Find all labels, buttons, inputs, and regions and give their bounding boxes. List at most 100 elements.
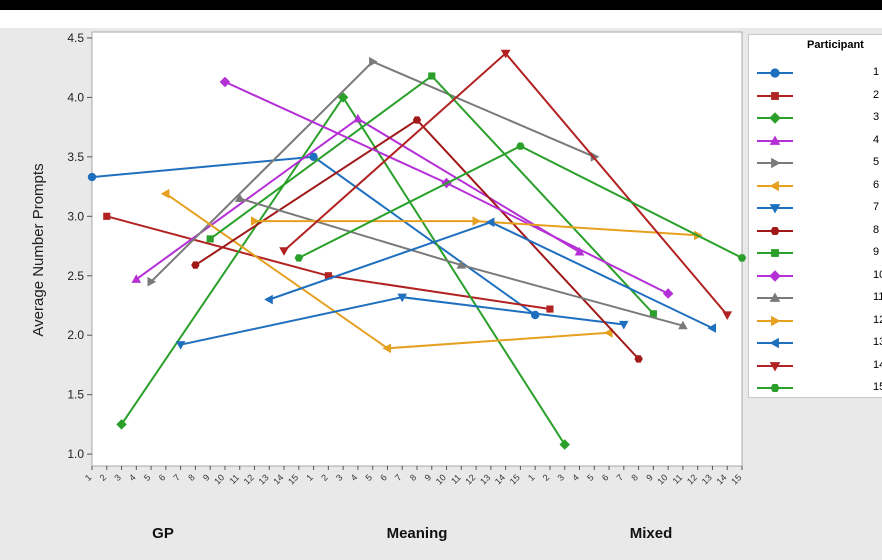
legend-label: 6 bbox=[873, 178, 880, 191]
legend-label: 3 bbox=[873, 111, 880, 123]
data-point-marker bbox=[770, 384, 780, 392]
x-tick-label: 13 bbox=[478, 472, 492, 486]
x-tick-label: 10 bbox=[434, 472, 448, 486]
series-3 bbox=[116, 92, 570, 450]
legend-label: 14 bbox=[873, 358, 882, 371]
series-layer bbox=[87, 49, 747, 450]
legend-label: 5 bbox=[873, 156, 880, 168]
data-point-marker bbox=[485, 217, 495, 228]
x-tick-label: 7 bbox=[393, 472, 404, 483]
x-tick-label: 2 bbox=[541, 472, 552, 483]
x-tick-label: 5 bbox=[363, 472, 374, 483]
data-point-marker bbox=[769, 112, 781, 124]
group-label-meaning: Meaning bbox=[387, 525, 448, 542]
data-point-marker bbox=[604, 328, 613, 338]
data-point-marker bbox=[769, 292, 781, 302]
data-point-marker bbox=[619, 320, 629, 330]
data-point-marker bbox=[500, 49, 511, 59]
y-axis-title: Average Number Prompts bbox=[30, 163, 47, 336]
data-point-marker bbox=[175, 341, 186, 350]
data-point-marker bbox=[309, 152, 318, 162]
series-13 bbox=[264, 217, 716, 333]
data-point-marker bbox=[574, 246, 585, 256]
x-tick-label: 2 bbox=[98, 472, 109, 483]
x-tick-label: 12 bbox=[242, 472, 256, 486]
legend-symbol bbox=[757, 269, 793, 282]
data-point-marker bbox=[191, 261, 200, 269]
data-point-marker bbox=[722, 311, 733, 320]
data-point-marker bbox=[412, 116, 422, 124]
legend-symbol bbox=[757, 226, 793, 235]
x-tick-label: 12 bbox=[685, 472, 699, 486]
x-tick-label: 8 bbox=[186, 472, 197, 483]
x-tick-label: 6 bbox=[157, 472, 168, 483]
x-tick-label: 9 bbox=[644, 472, 655, 483]
legend-item: 10 bbox=[749, 266, 882, 286]
x-tick-label: 7 bbox=[615, 472, 626, 483]
data-point-marker bbox=[234, 193, 245, 202]
data-point-marker bbox=[771, 157, 781, 169]
data-point-marker bbox=[737, 254, 747, 262]
y-tick-label: 3.5 bbox=[67, 150, 84, 164]
legend-item: 3 bbox=[749, 108, 882, 128]
y-axis: 1.0 1.5 2.0 2.5 3.0 3.5 4.0 4.5 bbox=[67, 31, 92, 461]
data-point-marker bbox=[559, 439, 570, 450]
legend-label: 1 bbox=[873, 66, 880, 78]
x-axis: 1 2 3 4 5 6 7 8 9 10 11 12 13 14 15 1 2 3 4 5 6 7 8 9 10 11 12 13 14… bbox=[83, 466, 743, 486]
series-2 bbox=[103, 212, 554, 313]
x-tick-label: 11 bbox=[449, 472, 463, 486]
x-tick-label: 8 bbox=[408, 472, 419, 483]
data-point-marker bbox=[87, 172, 97, 182]
legend-symbol bbox=[757, 337, 793, 349]
data-point-marker bbox=[546, 305, 554, 313]
data-point-marker bbox=[324, 272, 332, 280]
data-point-marker bbox=[279, 247, 289, 256]
x-tick-label: 7 bbox=[171, 472, 182, 483]
data-point-marker bbox=[770, 68, 780, 78]
data-point-marker bbox=[771, 315, 781, 326]
series-7 bbox=[175, 293, 629, 350]
data-point-marker bbox=[116, 419, 127, 430]
legend-symbol bbox=[757, 68, 793, 78]
legend-item: 9 bbox=[749, 243, 882, 263]
data-point-marker bbox=[219, 76, 231, 88]
series-6 bbox=[160, 188, 613, 354]
legend-item: 2 bbox=[749, 86, 882, 106]
data-point-marker bbox=[147, 276, 157, 287]
x-tick-label: 3 bbox=[112, 472, 123, 483]
legend-label: 11 bbox=[873, 291, 882, 303]
legend-item: 1 bbox=[749, 63, 882, 83]
legend-label: 7 bbox=[873, 201, 880, 213]
group-label-mixed: Mixed bbox=[630, 525, 673, 542]
x-tick-label: 13 bbox=[700, 472, 714, 486]
legend-symbol bbox=[757, 204, 793, 214]
legend-symbol bbox=[757, 384, 793, 392]
data-point-marker bbox=[771, 249, 779, 257]
y-tick-label: 2.5 bbox=[67, 269, 84, 283]
x-tick-label: 1 bbox=[526, 472, 537, 483]
data-point-marker bbox=[769, 180, 779, 191]
legend-item: 4 bbox=[749, 131, 882, 151]
series-9 bbox=[206, 72, 657, 318]
x-tick-label: 9 bbox=[201, 472, 212, 483]
data-point-marker bbox=[382, 343, 391, 354]
legend-item: 15 bbox=[749, 378, 882, 398]
x-tick-label: 3 bbox=[334, 472, 345, 483]
legend-item: 13 bbox=[749, 333, 882, 353]
x-tick-label: 10 bbox=[655, 472, 669, 486]
data-point-marker bbox=[769, 337, 779, 349]
data-point-marker bbox=[160, 188, 170, 199]
x-tick-label: 3 bbox=[556, 472, 567, 483]
x-tick-label: 12 bbox=[463, 472, 477, 486]
series-8 bbox=[191, 116, 643, 363]
legend-item: 12 bbox=[749, 311, 882, 331]
data-point-marker bbox=[530, 310, 540, 320]
legend-label: 2 bbox=[873, 88, 880, 101]
x-tick-label: 11 bbox=[227, 472, 241, 486]
x-tick-label: 11 bbox=[671, 472, 685, 486]
data-point-marker bbox=[264, 294, 273, 305]
y-tick-label: 1.0 bbox=[67, 447, 84, 461]
x-tick-label: 5 bbox=[585, 472, 596, 483]
legend-symbol bbox=[757, 361, 793, 371]
